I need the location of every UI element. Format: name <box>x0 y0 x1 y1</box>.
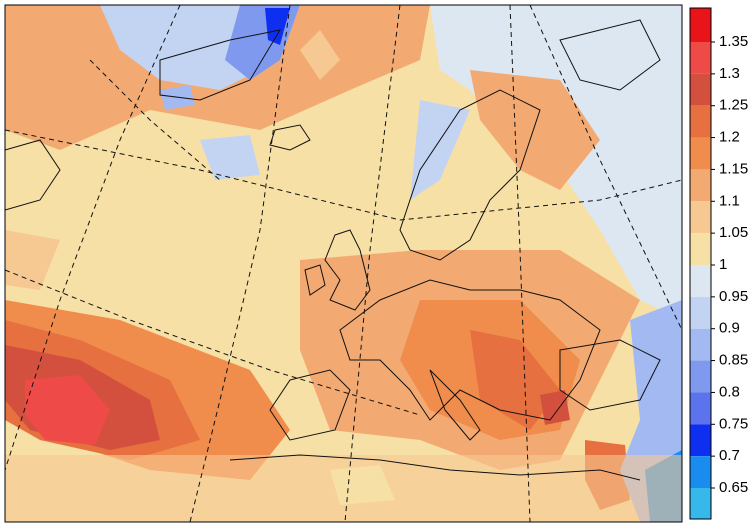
colorbar-segment <box>690 488 711 519</box>
colorbar: 1.35 1.3 1.25 1.2 1.15 1.1 1.05 1 0.95 0.9 0.85 0.8… <box>689 7 748 520</box>
colorbar-segment <box>690 73 711 106</box>
colorbar-segment <box>690 360 711 393</box>
colorbar-label: 1.3 <box>719 65 740 82</box>
colorbar-label: 1.15 <box>719 160 748 177</box>
colorbar-label: 0.95 <box>719 288 748 305</box>
colorbar-segment <box>690 233 711 265</box>
colorbar-segment <box>690 392 711 425</box>
colorbar-label: 1.2 <box>719 129 740 146</box>
colorbar-segment <box>690 296 711 329</box>
colorbar-label: 0.65 <box>719 479 748 496</box>
colorbar-label: 1.1 <box>719 192 740 209</box>
colorbar-segment <box>690 265 711 297</box>
map-frame <box>4 4 683 523</box>
colorbar-label: 0.9 <box>719 320 740 337</box>
colorbar-label: 1.25 <box>719 97 748 114</box>
colorbar-label: 0.75 <box>719 415 748 432</box>
map-lines <box>5 5 682 522</box>
colorbar-label: 0.7 <box>719 447 740 464</box>
colorbar-segment <box>690 201 711 234</box>
colorbar-segment <box>690 8 711 42</box>
colorbar-label: 1.05 <box>719 224 748 241</box>
colorbar-segment <box>690 328 711 361</box>
colorbar-segment <box>690 137 711 170</box>
colorbar-label: 0.8 <box>719 383 740 400</box>
colorbar-segment <box>690 424 711 457</box>
colorbar-frame <box>689 7 712 520</box>
colorbar-label: 1.35 <box>719 33 748 50</box>
colorbar-label: 0.85 <box>719 352 748 369</box>
colorbar-segment <box>690 105 711 138</box>
colorbar-segment <box>690 42 711 74</box>
colorbar-segment <box>690 169 711 202</box>
colorbar-label: 1 <box>719 256 727 273</box>
map-field <box>5 5 682 522</box>
colorbar-segment <box>690 456 711 488</box>
